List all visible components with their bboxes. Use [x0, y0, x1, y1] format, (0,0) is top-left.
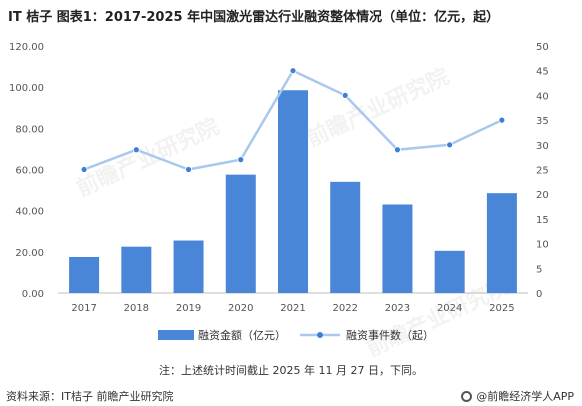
- y-left-tick-label: 80.00: [15, 124, 44, 135]
- y-right-tick-label: 30: [536, 141, 549, 152]
- legend-marker-line: [317, 332, 323, 338]
- y-right-tick-label: 20: [536, 190, 549, 201]
- brand-text: @前瞻经济学人APP: [476, 390, 574, 403]
- y-right-tick-label: 15: [536, 215, 549, 226]
- y-left-tick-label: 60.00: [15, 166, 44, 177]
- line-point: [132, 146, 140, 154]
- x-tick-label: 2023: [385, 303, 410, 314]
- bar: [278, 90, 308, 293]
- y-left-tick-label: 20.00: [15, 248, 44, 259]
- y-right-tick-label: 40: [536, 91, 549, 102]
- bar: [173, 240, 204, 293]
- line-point: [80, 166, 88, 173]
- bar: [69, 256, 100, 293]
- chart-area: 0.00 20.00 40.00 60.00 80.00 100.00 120.00 0 5 10…: [9, 42, 549, 342]
- line-point: [289, 67, 297, 75]
- legend-swatch-bar: [158, 330, 194, 340]
- y-left-tick-label: 40.00: [15, 207, 44, 218]
- y-left-tick-label: 120.00: [9, 42, 44, 53]
- line-point: [394, 146, 401, 154]
- x-tick-label: 2018: [124, 303, 149, 314]
- x-tick-label: 2024: [437, 303, 462, 314]
- y-right-tick-label: 25: [536, 166, 549, 177]
- brand-credit: @前瞻经济学人APP: [461, 388, 574, 404]
- y-left-tick-label: 0.00: [22, 289, 44, 300]
- y-right-tick-label: 35: [536, 116, 549, 127]
- bar: [486, 193, 517, 293]
- line-point: [446, 141, 454, 149]
- x-tick-label: 2019: [176, 303, 201, 314]
- line-point: [341, 92, 349, 99]
- y-right-tick-label: 50: [536, 42, 549, 53]
- x-tick-label: 2025: [489, 303, 514, 314]
- y-left-tick-label: 100.00: [9, 83, 44, 94]
- x-tick-label: 2021: [280, 303, 305, 314]
- chart-title: IT 桔子 图表1：2017-2025 年中国激光雷达行业融资整体情况（单位：亿…: [8, 10, 500, 25]
- source-text: 资料来源：IT桔子 前瞻产业研究院: [6, 390, 174, 403]
- line-point: [237, 156, 245, 164]
- legend-label-line: 融资事件数（起）: [346, 329, 434, 342]
- bar: [225, 174, 256, 293]
- line-point: [185, 166, 192, 173]
- x-tick-label: 2022: [332, 303, 357, 314]
- y-right-tick-label: 45: [536, 67, 549, 78]
- chart-note: 注：上述统计时间截止 2025 年 11 月 27 日，下同。: [159, 364, 423, 377]
- bar: [382, 204, 413, 293]
- bar: [121, 246, 152, 293]
- bar: [330, 181, 361, 293]
- legend-label-bar: 融资金额（亿元）: [198, 328, 286, 342]
- x-tick-label: 2020: [228, 303, 253, 314]
- y-right-tick-label: 5: [536, 264, 542, 275]
- x-tick-label: 2017: [71, 303, 96, 314]
- y-right-tick-label: 10: [536, 240, 549, 251]
- bar: [434, 250, 465, 293]
- qianzhan-logo-icon: [461, 390, 473, 402]
- line-point: [498, 116, 506, 124]
- y-right-tick-label: 0: [536, 289, 542, 300]
